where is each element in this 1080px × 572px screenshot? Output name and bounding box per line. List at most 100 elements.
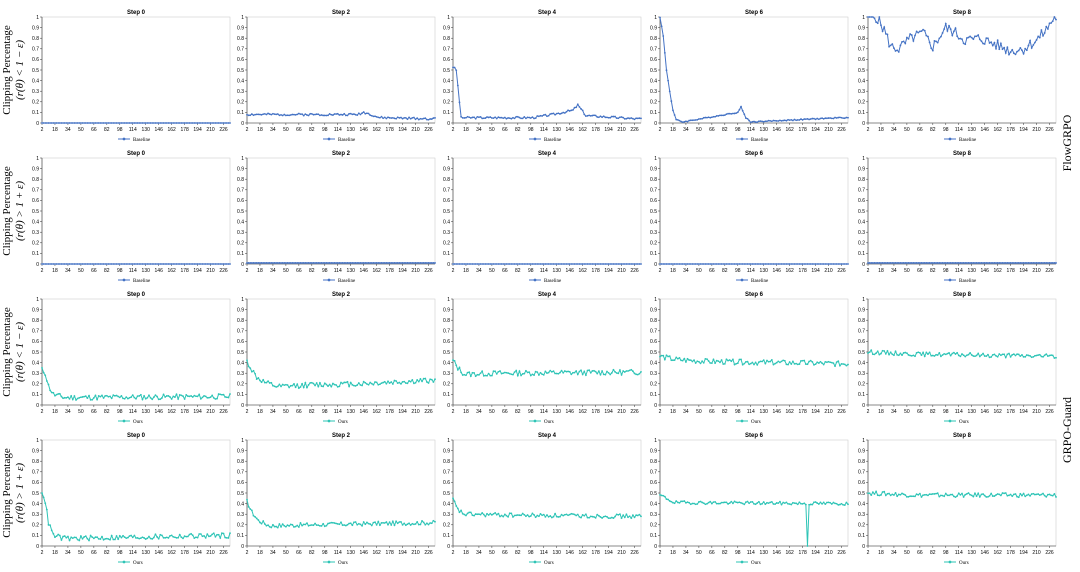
x-tick-label: 210 — [824, 550, 833, 556]
data-point — [1011, 495, 1014, 498]
data-point — [691, 263, 694, 265]
y-tick-label: 0.1 — [443, 251, 450, 257]
data-point — [262, 113, 265, 115]
data-point — [1034, 354, 1036, 357]
data-point — [821, 503, 823, 505]
data-point — [327, 114, 329, 117]
data-point — [745, 117, 747, 119]
data-point — [998, 353, 1001, 355]
data-point — [835, 502, 838, 505]
data-point — [165, 122, 168, 124]
data-point — [466, 263, 469, 265]
data-point — [612, 263, 615, 265]
data-point — [133, 122, 136, 124]
data-point — [390, 117, 393, 119]
data-point — [294, 113, 297, 116]
x-tick-label: 210 — [617, 409, 626, 415]
data-point — [783, 119, 786, 122]
data-point — [822, 263, 825, 265]
data-point — [625, 513, 628, 516]
data-point — [688, 263, 691, 265]
data-point — [1045, 262, 1048, 264]
y-tick-label: 0.9 — [858, 166, 865, 172]
data-point — [957, 262, 960, 264]
data-point — [463, 513, 466, 516]
y-tick-label: 0.6 — [858, 198, 865, 204]
data-point — [714, 500, 716, 503]
legend-label: Ours — [544, 561, 554, 566]
data-point — [943, 28, 946, 30]
data-point — [495, 513, 498, 516]
data-point — [884, 262, 887, 264]
data-point — [512, 516, 514, 518]
data-point — [146, 122, 149, 124]
y-tick-label: 0 — [36, 403, 39, 409]
data-point — [510, 117, 513, 120]
data-point — [257, 113, 260, 116]
data-point — [455, 505, 458, 507]
data-point — [369, 114, 372, 117]
y-tick-label: 0.1 — [443, 110, 450, 116]
x-tick-label: 114 — [955, 127, 963, 133]
data-point — [993, 495, 996, 497]
x-tick-label: 66 — [91, 409, 97, 415]
data-point — [117, 538, 120, 541]
plot-area — [659, 439, 849, 547]
x-tick-label: 210 — [617, 268, 626, 274]
data-point — [601, 263, 603, 265]
data-point — [86, 122, 89, 124]
data-point — [516, 263, 519, 265]
data-point — [640, 370, 642, 373]
x-tick-label: 18 — [257, 268, 263, 274]
data-point — [523, 372, 526, 375]
data-point — [837, 263, 840, 265]
data-point — [1024, 355, 1027, 358]
y-tick-label: 0.7 — [32, 329, 39, 335]
data-point — [393, 379, 396, 382]
data-point — [891, 493, 894, 496]
data-point — [889, 44, 892, 47]
data-point — [615, 263, 618, 265]
data-point — [275, 386, 278, 388]
data-point — [518, 370, 521, 373]
data-point — [332, 262, 334, 264]
data-point — [1055, 262, 1057, 264]
subplot-r3-c4: Step 800.10.20.30.40.50.60.70.80.912 18 34… — [858, 433, 1057, 566]
data-point — [503, 371, 506, 374]
data-point — [484, 515, 487, 518]
data-point — [609, 116, 612, 119]
data-point — [41, 263, 43, 265]
data-point — [816, 117, 819, 120]
data-point — [581, 263, 584, 265]
data-point — [130, 263, 133, 265]
data-point — [377, 383, 380, 386]
data-point — [319, 114, 321, 117]
data-point — [623, 371, 626, 373]
data-point — [560, 369, 563, 372]
data-point — [632, 263, 634, 265]
data-point — [699, 500, 702, 503]
data-point — [1025, 494, 1028, 497]
data-point — [463, 263, 466, 265]
data-point — [204, 395, 207, 398]
data-point — [957, 492, 960, 495]
x-tick-label: 130 — [553, 550, 562, 556]
data-point — [123, 122, 126, 124]
data-point — [612, 368, 615, 371]
data-point — [182, 122, 184, 124]
y-tick-label: 0.8 — [650, 177, 657, 183]
data-point — [458, 101, 461, 104]
data-point — [591, 114, 594, 117]
data-point — [550, 263, 553, 265]
x-tick-label: 130 — [553, 127, 562, 133]
data-point — [875, 352, 877, 355]
data-point — [112, 122, 115, 124]
data-point — [589, 371, 592, 374]
data-point — [154, 533, 157, 536]
data-point — [821, 362, 823, 365]
data-point — [662, 354, 665, 357]
x-tick-label: 162 — [578, 268, 587, 274]
data-point — [156, 263, 158, 265]
data-point — [314, 384, 316, 387]
y-tick-label: 0.7 — [32, 470, 39, 476]
